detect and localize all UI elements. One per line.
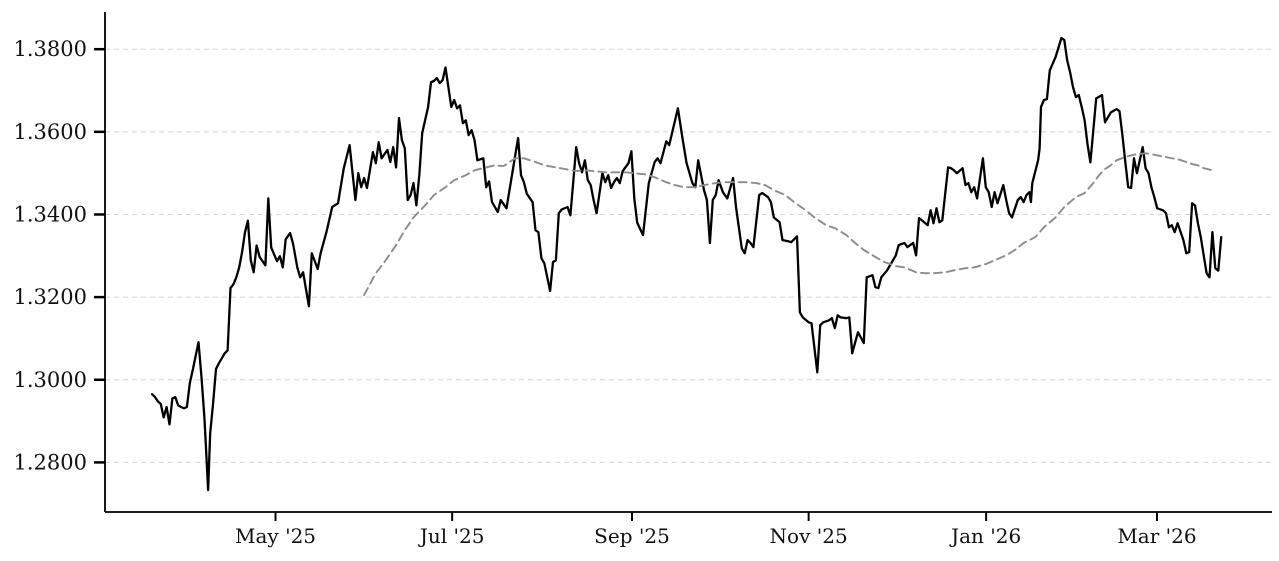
x-tick-label: Nov '25 [770,524,848,548]
y-tick-label: 1.3400 [14,202,87,226]
x-tick-label: Mar '26 [1117,524,1196,548]
x-tick-label: May '25 [235,524,316,548]
y-tick-label: 1.3800 [14,37,87,61]
x-tick-label: Sep '25 [594,524,670,548]
y-tick-label: 1.2800 [14,450,87,474]
x-tick-label: Jul '25 [418,524,485,548]
y-tick-label: 1.3000 [14,368,87,392]
price-line [150,36,1223,492]
y-tick-label: 1.3200 [14,285,87,309]
y-tick-label: 1.3600 [14,120,87,144]
x-tick-label: Jan '26 [949,524,1021,548]
moving-average-line [363,152,1214,297]
